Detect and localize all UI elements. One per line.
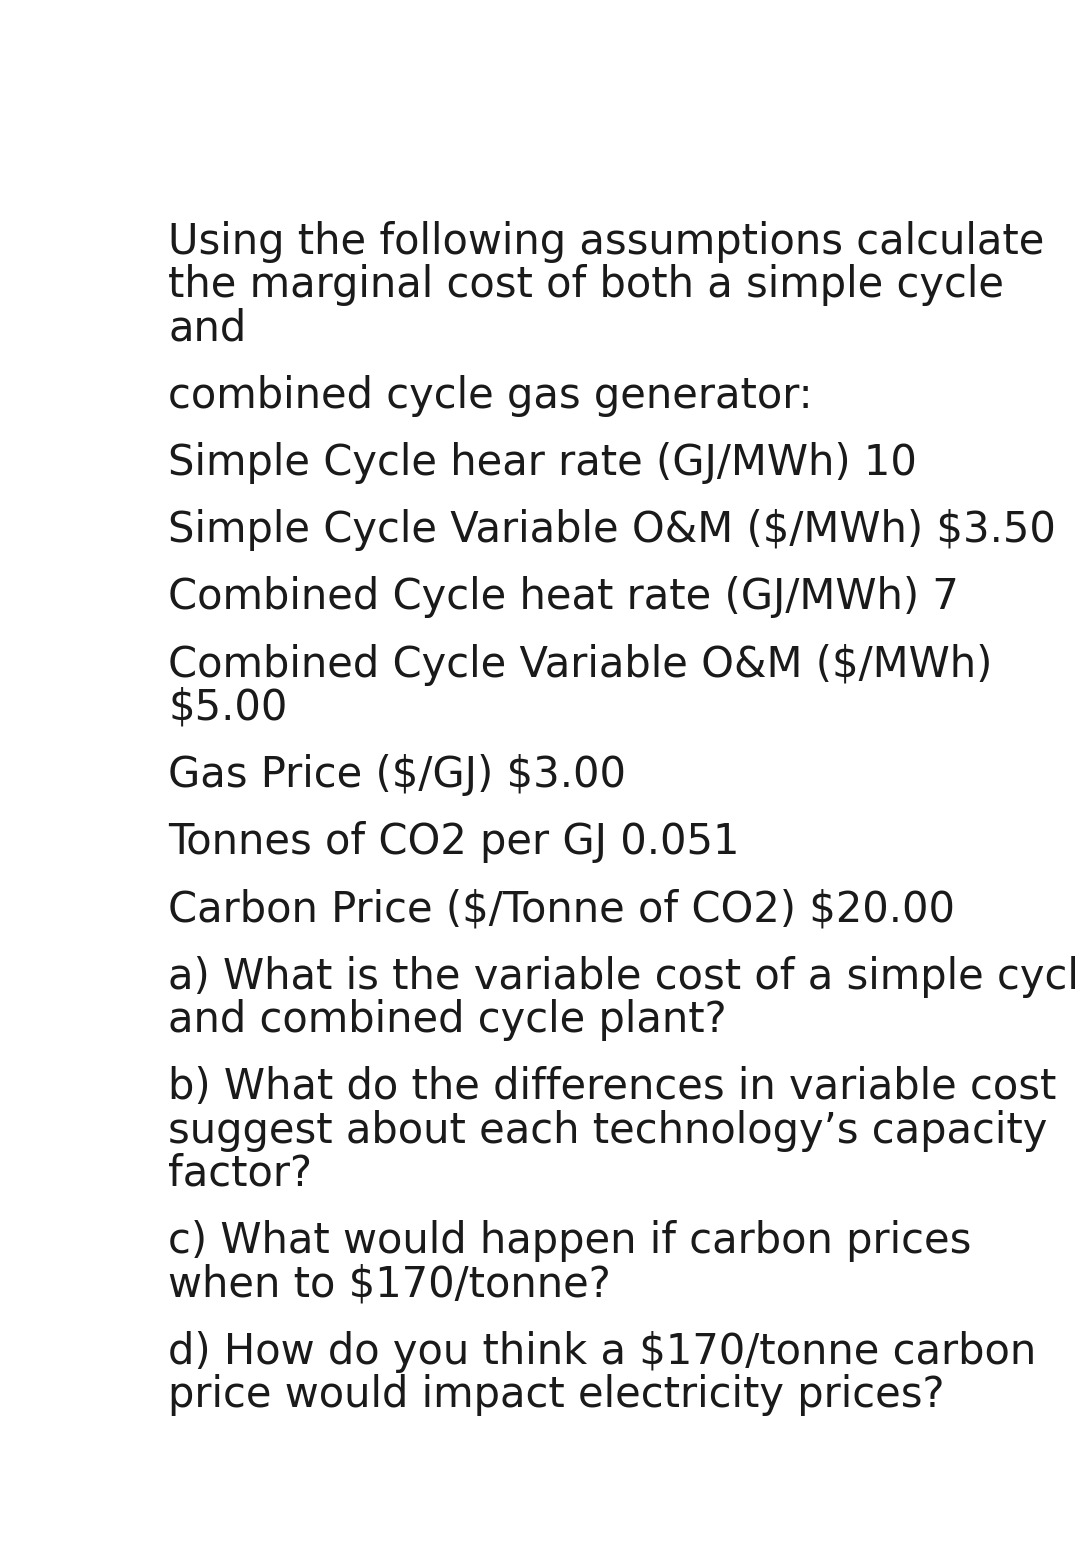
Text: Combined Cycle heat rate (GJ/MWh) 7: Combined Cycle heat rate (GJ/MWh) 7 bbox=[168, 576, 959, 618]
Text: Combined Cycle Variable O&M ($/MWh): Combined Cycle Variable O&M ($/MWh) bbox=[168, 644, 993, 686]
Text: Simple Cycle Variable O&M ($/MWh) $3.50: Simple Cycle Variable O&M ($/MWh) $3.50 bbox=[168, 509, 1056, 551]
Text: Gas Price ($/GJ) $3.00: Gas Price ($/GJ) $3.00 bbox=[168, 753, 626, 796]
Text: price would impact electricity prices?: price would impact electricity prices? bbox=[168, 1374, 945, 1416]
Text: c) What would happen if carbon prices: c) What would happen if carbon prices bbox=[168, 1220, 972, 1262]
Text: b) What do the differences in variable cost: b) What do the differences in variable c… bbox=[168, 1067, 1057, 1109]
Text: a) What is the variable cost of a simple cycle: a) What is the variable cost of a simple… bbox=[168, 956, 1080, 998]
Text: Using the following assumptions calculate: Using the following assumptions calculat… bbox=[168, 222, 1044, 262]
Text: Tonnes of CO2 per GJ 0.051: Tonnes of CO2 per GJ 0.051 bbox=[168, 822, 740, 863]
Text: combined cycle gas generator:: combined cycle gas generator: bbox=[168, 374, 813, 417]
Text: the marginal cost of both a simple cycle: the marginal cost of both a simple cycle bbox=[168, 264, 1004, 306]
Text: d) How do you think a $170/tonne carbon: d) How do you think a $170/tonne carbon bbox=[168, 1331, 1037, 1373]
Text: suggest about each technology’s capacity: suggest about each technology’s capacity bbox=[168, 1109, 1048, 1151]
Text: Carbon Price ($/Tonne of CO2) $20.00: Carbon Price ($/Tonne of CO2) $20.00 bbox=[168, 889, 956, 931]
Text: $5.00: $5.00 bbox=[168, 686, 288, 729]
Text: when to $170/tonne?: when to $170/tonne? bbox=[168, 1264, 611, 1306]
Text: and combined cycle plant?: and combined cycle plant? bbox=[168, 1000, 727, 1041]
Text: Simple Cycle hear rate (GJ/MWh) 10: Simple Cycle hear rate (GJ/MWh) 10 bbox=[168, 441, 917, 484]
Text: and: and bbox=[168, 307, 246, 349]
Text: factor?: factor? bbox=[168, 1153, 312, 1195]
